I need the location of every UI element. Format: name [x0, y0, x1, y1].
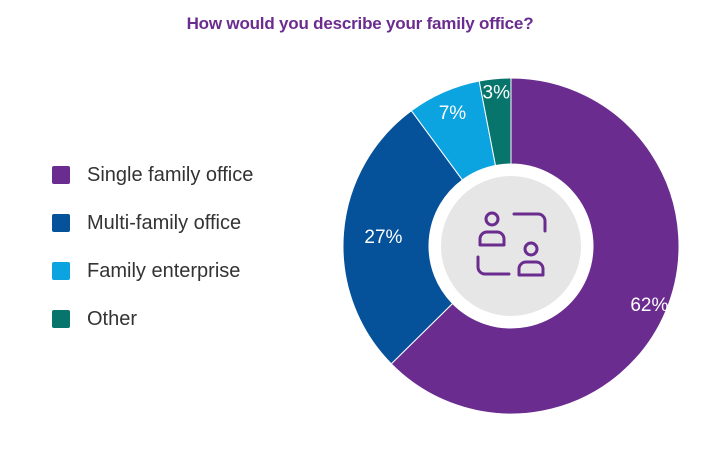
chart-legend: Single family office Multi-family office… — [52, 163, 253, 355]
legend-label: Family enterprise — [87, 259, 241, 282]
legend-item-other: Other — [52, 307, 253, 331]
legend-label: Single family office — [87, 163, 254, 186]
legend-item-family-enterprise: Family enterprise — [52, 259, 253, 283]
donut-center — [429, 164, 593, 328]
data-label: 62% — [630, 295, 668, 316]
legend-label: Other — [87, 307, 138, 330]
legend-item-single-family-office: Single family office — [52, 163, 253, 187]
legend-swatch — [52, 310, 70, 328]
data-label: 7% — [439, 103, 467, 124]
data-label: 27% — [364, 227, 402, 248]
data-label: 3% — [483, 83, 511, 104]
legend-swatch — [52, 166, 70, 184]
legend-swatch — [52, 214, 70, 232]
center-disc — [441, 176, 581, 316]
legend-item-multi-family-office: Multi-family office — [52, 211, 253, 235]
legend-label: Multi-family office — [87, 211, 242, 234]
chart-title: How would you describe your family offic… — [186, 14, 534, 33]
family-office-people-icon — [476, 211, 547, 277]
legend-swatch — [52, 262, 70, 280]
